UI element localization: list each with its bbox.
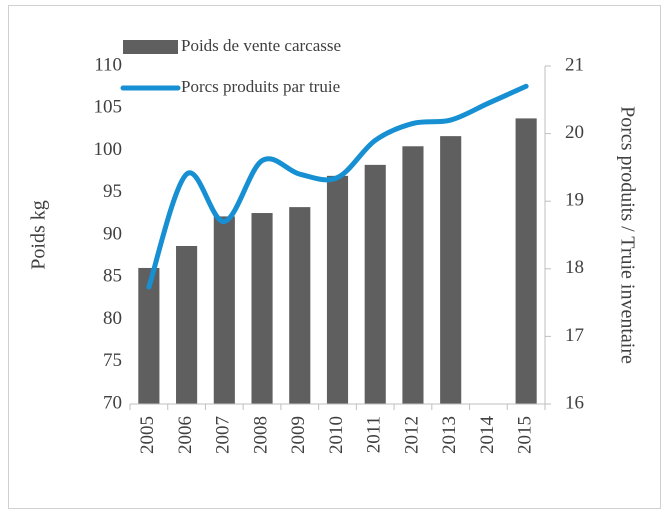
bar xyxy=(213,216,235,404)
y2-tick-label: 21 xyxy=(565,54,584,75)
bar xyxy=(251,213,273,404)
bar xyxy=(138,267,160,404)
x-tick-label: 2013 xyxy=(439,416,460,454)
y-axis-title: Poids kg xyxy=(28,200,50,269)
x-tick-label: 2012 xyxy=(401,416,422,454)
y2-tick-label: 17 xyxy=(565,325,584,346)
x-tick-label: 2009 xyxy=(288,416,309,454)
y-tick-label: 70 xyxy=(103,392,122,413)
bar xyxy=(289,207,311,404)
y-tick-label: 100 xyxy=(94,139,123,160)
y2-tick-label: 20 xyxy=(565,122,584,143)
x-tick-label: 2008 xyxy=(250,416,271,454)
bar xyxy=(402,146,424,404)
x-tick-label: 2010 xyxy=(326,416,347,454)
x-tick-label: 2006 xyxy=(175,416,196,454)
y-tick-label: 75 xyxy=(103,350,122,371)
y2-tick-label: 18 xyxy=(565,257,584,278)
bar xyxy=(440,136,462,404)
bar xyxy=(176,245,198,404)
bar xyxy=(326,175,349,404)
y-tick-label: 105 xyxy=(94,97,123,118)
x-tick-label: 2011 xyxy=(364,416,385,453)
y-tick-label: 90 xyxy=(103,223,122,244)
y2-tick-label: 19 xyxy=(565,190,584,211)
legend-swatch xyxy=(123,40,178,54)
y2-tick-label: 16 xyxy=(565,392,584,413)
x-tick-label: 2005 xyxy=(137,416,158,454)
legend-label: Porcs produits par truie xyxy=(181,77,340,96)
y-tick-label: 95 xyxy=(103,181,122,202)
x-tick-label: 2007 xyxy=(213,416,234,454)
line xyxy=(146,83,529,290)
y-tick-label: 80 xyxy=(103,308,122,329)
bar xyxy=(515,118,537,404)
y-tick-label: 85 xyxy=(103,266,122,287)
x-tick-label: 2015 xyxy=(514,416,535,454)
y2-axis-title: Porcs produits / Truie inventaire xyxy=(616,106,638,364)
legend-label: Poids de vente carcasse xyxy=(181,36,341,55)
x-tick-label: 2014 xyxy=(477,415,498,454)
bar xyxy=(364,164,386,404)
y-tick-label: 110 xyxy=(94,54,122,75)
